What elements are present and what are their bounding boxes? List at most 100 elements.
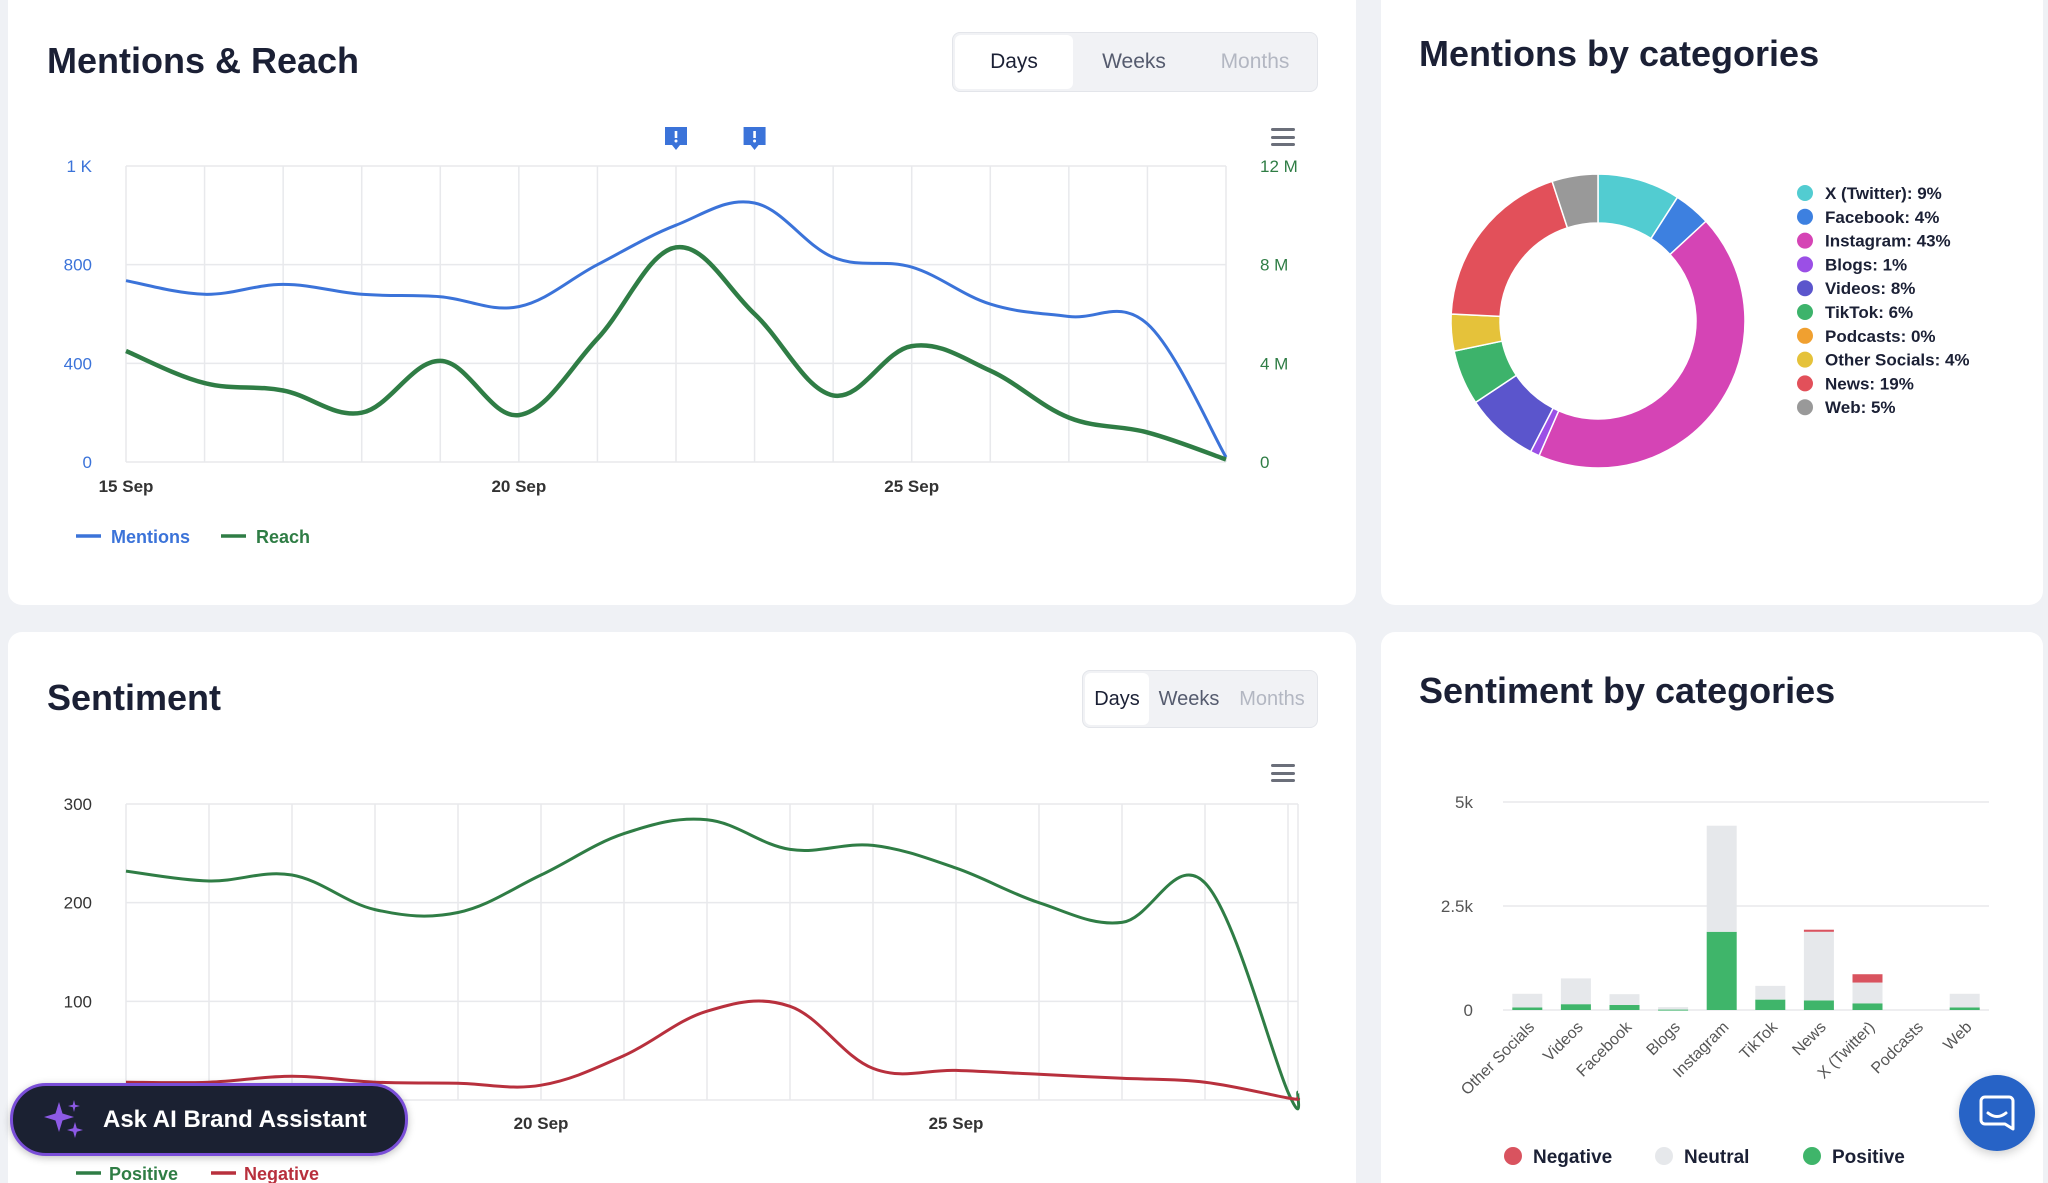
- y-axis-tick-label: 200: [64, 894, 92, 913]
- tab-days[interactable]: Days: [1085, 673, 1149, 725]
- x-axis-category-label: Web: [1940, 1019, 1975, 1054]
- bar-segment-negative: [1803, 929, 1834, 932]
- right-axis-tick-label: 4 M: [1260, 354, 1288, 373]
- x-axis-tick-label: 20 Sep: [491, 477, 546, 496]
- legend-item-negative: Negative: [1533, 1147, 1612, 1168]
- bar-segment-positive: [1803, 1000, 1834, 1010]
- mentions-reach-period-tabs: Days Weeks Months: [952, 32, 1318, 92]
- legend-item-positive: Positive: [1832, 1147, 1905, 1168]
- right-axis-tick-label: 8 M: [1260, 256, 1288, 275]
- right-axis-tick-label: 0: [1260, 453, 1269, 472]
- x-axis-tick-label: 25 Sep: [884, 477, 939, 496]
- legend-item: Podcasts: 0%: [1825, 327, 1936, 346]
- bar-segment-neutral: [1755, 985, 1786, 1000]
- tab-months[interactable]: Months: [1239, 687, 1305, 710]
- tab-months[interactable]: Months: [1220, 50, 1290, 73]
- bar-segment-neutral: [1803, 931, 1834, 1001]
- left-axis-tick-label: 400: [64, 354, 92, 373]
- annotation-flag: [743, 127, 766, 150]
- tab-weeks[interactable]: Weeks: [1102, 50, 1166, 73]
- x-axis-category-label: Other Socials: [1458, 1019, 1538, 1099]
- y-axis-tick-label: 300: [64, 795, 92, 814]
- bar-segment-negative: [1852, 974, 1883, 983]
- mentions-reach-chart: 0 400 800 1 K 0 4 M 8 M 12 M 15 Sep 20 Sep 25 Sep M…: [64, 127, 1298, 547]
- y-axis-tick-label: 2.5k: [1441, 897, 1474, 916]
- hamburger-menu-icon[interactable]: [1271, 128, 1295, 146]
- bar-segment-neutral: [1658, 1007, 1689, 1010]
- sentiment-by-categories-card: Sentiment by categories 0 2.5k 5k Other Soc…: [1381, 632, 2043, 1183]
- legend-swatch: [1797, 256, 1813, 273]
- legend-swatch: [1797, 351, 1813, 368]
- x-axis-category-label: TikTok: [1737, 1018, 1782, 1063]
- mentions-categories-title: Mentions by categories: [1419, 33, 1820, 74]
- legend-swatch: [1797, 185, 1813, 201]
- left-axis-tick-label: 800: [64, 256, 92, 275]
- sentiment-chart: 100 200 300 20 Sep 25 Sep Positive Negative: [64, 795, 1301, 1183]
- bar-segment-neutral: [1706, 825, 1737, 932]
- right-axis-tick-label: 12 M: [1260, 157, 1298, 176]
- annotation-dot: [753, 139, 757, 143]
- y-axis-tick-label: 100: [64, 992, 92, 1011]
- exclamation-flag-icon: [743, 127, 766, 150]
- exclamation-flag-icon: [665, 127, 687, 150]
- legend-swatch: [1797, 375, 1813, 392]
- y-axis-tick-label: 0: [1464, 1001, 1473, 1020]
- x-axis-tick-label: 25 Sep: [929, 1114, 984, 1133]
- x-axis-category-label: Videos: [1540, 1019, 1586, 1065]
- bar-segment-positive: [1658, 1009, 1689, 1011]
- mentions-by-categories-chart: X (Twitter): 9% Facebook: 4% Instagram: 43…: [1450, 173, 1970, 469]
- sentiment-period-tabs: Days Weeks Months: [1082, 670, 1318, 728]
- legend-swatch: [1797, 304, 1813, 320]
- legend-item: News: 19%: [1825, 374, 1914, 393]
- bar-segment-positive: [1609, 1005, 1640, 1010]
- bar-segment-neutral: [1949, 993, 1980, 1008]
- bar-segment-positive: [1852, 1003, 1883, 1010]
- legend-item: Facebook: 4%: [1825, 208, 1939, 227]
- bar-segment-positive: [1560, 1004, 1591, 1010]
- x-axis-category-label: Blogs: [1644, 1019, 1684, 1059]
- x-axis-category-label: News: [1789, 1019, 1829, 1059]
- y-axis-tick-label: 5k: [1455, 793, 1473, 812]
- x-axis-tick-label: 15 Sep: [99, 477, 154, 496]
- bar-segment-positive: [1755, 999, 1786, 1010]
- sentiment-categories-title: Sentiment by categories: [1419, 670, 1836, 711]
- chat-widget-button[interactable]: [1959, 1075, 2035, 1151]
- legend-item-negative: Negative: [244, 1164, 319, 1183]
- legend-item-mentions: Mentions: [111, 527, 190, 547]
- hamburger-menu-icon[interactable]: [1271, 764, 1295, 782]
- chat-bubble-icon: [1979, 1095, 2015, 1131]
- mentions-by-categories-card: Mentions by categories X (Twitter): 9% Fa…: [1381, 0, 2043, 605]
- x-axis-tick-label: 20 Sep: [514, 1114, 569, 1133]
- annotation-dot: [674, 139, 678, 143]
- legend-item: Web: 5%: [1825, 398, 1896, 417]
- legend-swatch: [1797, 280, 1813, 297]
- legend-item: Blogs: 1%: [1825, 255, 1907, 274]
- legend-item: TikTok: 6%: [1825, 303, 1913, 322]
- legend-swatch: [1797, 208, 1813, 225]
- left-axis-tick-label: 1 K: [66, 157, 92, 176]
- series-line-mentions: [125, 200, 1228, 458]
- pie-slice-instagram: [1538, 220, 1746, 469]
- pie-slice-news: [1450, 180, 1569, 318]
- series-line-reach: [125, 245, 1227, 462]
- pie-slice-web: [1551, 173, 1599, 229]
- bar-segment-neutral: [1609, 994, 1640, 1006]
- legend-item: Videos: 8%: [1825, 279, 1915, 298]
- bar-segment-neutral: [1560, 978, 1591, 1005]
- legend-item: Instagram: 43%: [1825, 232, 1951, 251]
- tab-weeks[interactable]: Weeks: [1158, 687, 1220, 710]
- annotation-mark: [674, 131, 678, 138]
- ask-ai-assistant-button[interactable]: Ask AI Brand Assistant: [10, 1083, 408, 1156]
- legend-swatch: [1797, 327, 1813, 344]
- legend-swatch: [1655, 1147, 1673, 1165]
- tab-days[interactable]: Days: [955, 35, 1073, 89]
- legend-swatch: [1797, 232, 1813, 249]
- series-line-positive: [125, 817, 1301, 1111]
- sentiment-title: Sentiment: [47, 677, 222, 718]
- mentions-reach-card: Mentions & Reach Days Weeks Months 0 400 8…: [8, 0, 1356, 605]
- legend-item: X (Twitter): 9%: [1825, 184, 1942, 203]
- legend-item: Other Socials: 4%: [1825, 351, 1970, 370]
- bar-segment-neutral: [1852, 982, 1883, 1004]
- annotation-mark: [753, 131, 756, 138]
